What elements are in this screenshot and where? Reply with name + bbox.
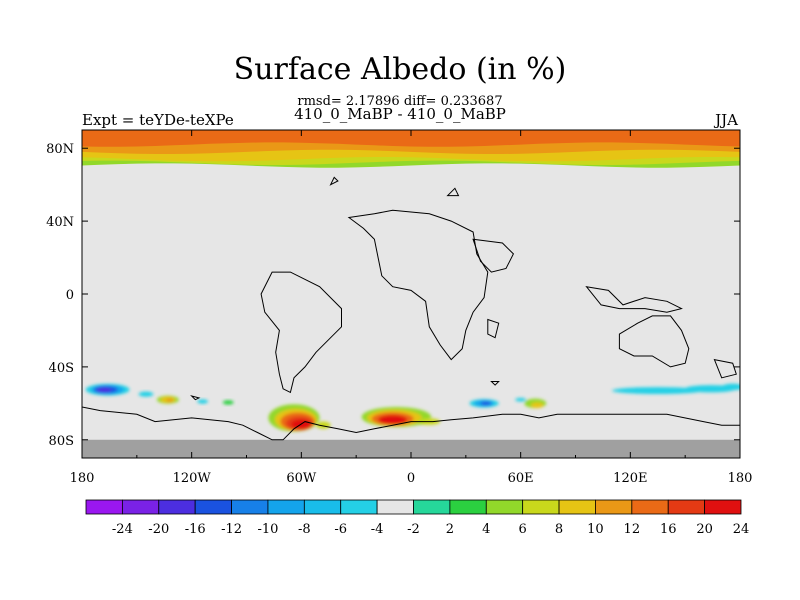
colorbar-swatch <box>704 499 742 515</box>
y-tick-label: 80N <box>46 142 74 157</box>
coastline-6 <box>713 358 737 379</box>
colorbar-swatch <box>413 499 451 515</box>
coastline-3 <box>472 238 515 273</box>
colorbar-label: 16 <box>660 522 677 537</box>
colorbar-label: -20 <box>148 522 169 537</box>
x-tick-label: 60W <box>286 471 317 486</box>
colorbar-swatch <box>303 499 342 515</box>
colorbar-swatch <box>667 499 706 515</box>
x-tick-label: 180 <box>728 471 753 486</box>
colorbar-label: -2 <box>407 522 420 537</box>
colorbar: -24 -20 -16 -12 -10 -8 -6 -4 -2 2 4 6 8 10 12 16 20 24 <box>85 499 750 537</box>
y-tick-label: 0 <box>66 288 74 303</box>
colorbar-swatch <box>449 499 487 515</box>
colorbar-label: -12 <box>221 522 242 537</box>
colorbar-label: -8 <box>298 522 311 537</box>
colorbar-label: -24 <box>112 522 133 537</box>
coastline-5 <box>618 315 690 368</box>
y-tick-label: 40S <box>49 361 74 376</box>
patch-south-indian <box>469 399 499 408</box>
colorbar-swatch <box>340 499 378 515</box>
patch-southern-ocean-1 <box>268 404 320 432</box>
colorbar-swatch <box>522 499 560 515</box>
coastline-9 <box>190 395 201 401</box>
x-tick-label: 120W <box>173 471 212 486</box>
colorbar-label: 10 <box>587 522 604 537</box>
coastline-4 <box>585 285 683 313</box>
x-tick-label: 0 <box>407 471 415 486</box>
colorbar-swatch <box>267 499 305 515</box>
colorbar-label: 4 <box>482 522 490 537</box>
coastlines <box>82 176 740 441</box>
colorbar-swatch <box>85 499 123 515</box>
stats-line: rmsd= 2.17896 diff= 0.233687 <box>297 94 503 109</box>
patch-cape-small <box>138 391 154 397</box>
colorbar-swatch <box>121 499 160 515</box>
patch-small-south-2 <box>222 400 234 405</box>
axes: 180 120W 60W 0 60E 120E 180 80N 40N 0 40S 80S <box>46 130 752 486</box>
colorbar-label: 8 <box>555 522 563 537</box>
colorbar-swatch <box>558 499 596 515</box>
patch-small-south-1 <box>197 399 209 404</box>
coastline-0 <box>347 209 489 361</box>
antarctic-missing-region <box>82 439 740 458</box>
patch-south-indian-2 <box>515 397 547 409</box>
colorbar-swatch <box>194 499 232 515</box>
x-tick-label: 60E <box>508 471 534 486</box>
colorbar-swatch <box>376 499 414 515</box>
colorbar-label: 6 <box>519 522 527 537</box>
colorbar-label: 20 <box>696 522 713 537</box>
x-tick-label: 180 <box>70 471 95 486</box>
y-tick-label: 80S <box>49 434 74 449</box>
colorbar-swatch <box>231 499 269 515</box>
colorbar-label: 24 <box>733 522 750 537</box>
colorbar-swatch <box>158 499 196 515</box>
coastline-10 <box>446 187 460 197</box>
colorbar-swatch <box>485 499 524 515</box>
coastline-2 <box>260 271 342 394</box>
patch-south-pacific <box>85 383 130 396</box>
chart-title: Surface Albedo (in %) <box>233 52 567 87</box>
colorbar-label: -4 <box>371 522 384 537</box>
season-label: JJA <box>715 111 738 129</box>
plot-area <box>82 130 740 458</box>
patch-australia-south <box>612 383 740 395</box>
coastline-1 <box>487 318 500 339</box>
coastline-7 <box>329 176 339 186</box>
experiment-subtitle: 410_0_MaBP - 410_0_MaBP <box>294 105 506 123</box>
x-tick-label: 120E <box>613 471 647 486</box>
colorbar-label: 12 <box>624 522 641 537</box>
colorbar-swatch <box>631 499 669 515</box>
colorbar-label: -10 <box>257 522 278 537</box>
y-tick-label: 40N <box>46 215 74 230</box>
colorbar-swatch <box>595 499 633 515</box>
patch-south-america-1 <box>156 395 179 404</box>
patch-southern-ocean-2 <box>361 406 432 428</box>
colorbar-label: -6 <box>334 522 347 537</box>
arctic-albedo-band <box>82 130 740 147</box>
colorbar-label: -16 <box>185 522 206 537</box>
coastline-8 <box>82 406 740 441</box>
coastline-11 <box>490 381 500 386</box>
map-background <box>82 130 740 458</box>
colorbar-label: 2 <box>446 522 454 537</box>
experiment-label: Expt = teYDe-teXPe <box>82 111 234 129</box>
